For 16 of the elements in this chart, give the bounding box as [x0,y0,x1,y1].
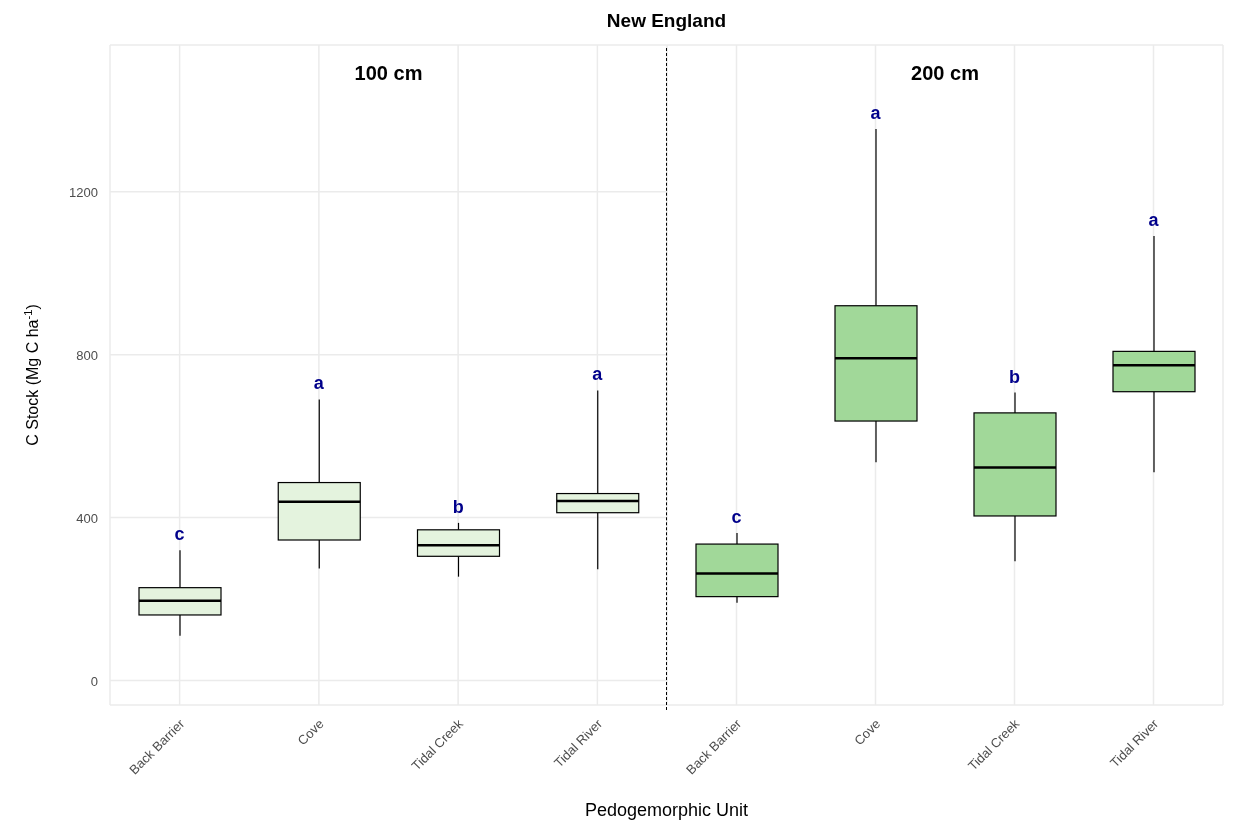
y-tick-label: 800 [76,347,98,363]
annotation: b [452,496,464,517]
chart-title: New England [606,10,727,31]
annotation: c [174,524,185,545]
text: 200 cm [911,62,979,84]
annotation: a [592,364,604,385]
annotation: c [731,507,742,528]
y-tick-label: 1200 [69,184,98,200]
y-tick-label: 0 [90,673,98,689]
annotation: a [870,102,882,123]
y-tick-label: 400 [76,510,98,526]
text: 100 cm [354,62,423,84]
annotation: b [1009,366,1020,387]
annotation: a [313,373,325,394]
annotation: a [1148,210,1160,231]
x-axis-title: Pedogemorphic Unit [584,800,749,820]
